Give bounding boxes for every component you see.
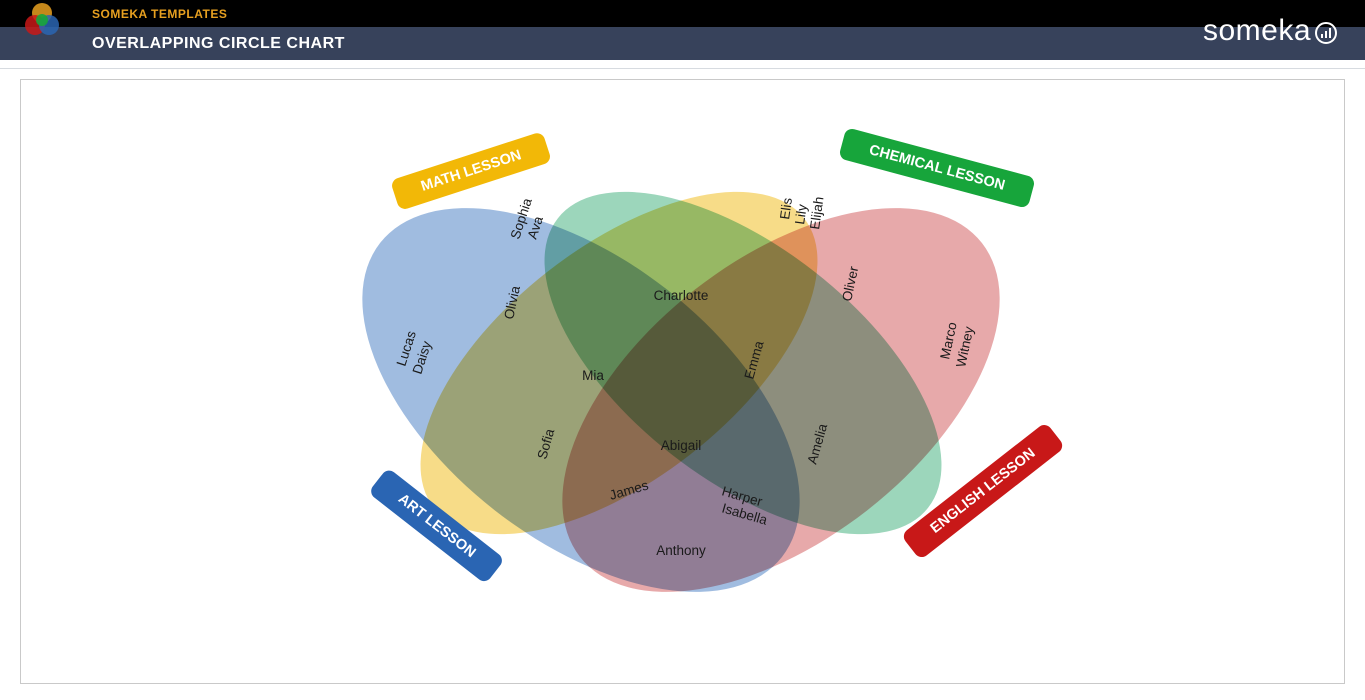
brand-title: SOMEKA TEMPLATES bbox=[92, 7, 227, 21]
venn-region-label: Abigail bbox=[661, 438, 702, 453]
header-sub-bar: OVERLAPPING CIRCLE CHART bbox=[0, 27, 1365, 60]
header-divider bbox=[0, 68, 1365, 69]
diagram-canvas: SophiaAvaElisLilyElijahLucasDaisyOliviaC… bbox=[20, 79, 1345, 684]
brand-logo-icon bbox=[22, 0, 62, 40]
venn-region-label: Charlotte bbox=[654, 288, 709, 303]
venn-region-label: Mia bbox=[582, 368, 604, 383]
venn-diagram-svg: SophiaAvaElisLilyElijahLucasDaisyOliviaC… bbox=[21, 80, 1344, 685]
header-top-bar: SOMEKA TEMPLATES someka bbox=[0, 0, 1365, 27]
brand-wordmark-text: someka bbox=[1203, 14, 1311, 48]
page-title: OVERLAPPING CIRCLE CHART bbox=[92, 35, 345, 53]
venn-region-label: Anthony bbox=[656, 543, 706, 558]
brand-wordmark-right: someka bbox=[1203, 14, 1337, 48]
brand-wordmark-icon bbox=[1315, 22, 1337, 44]
